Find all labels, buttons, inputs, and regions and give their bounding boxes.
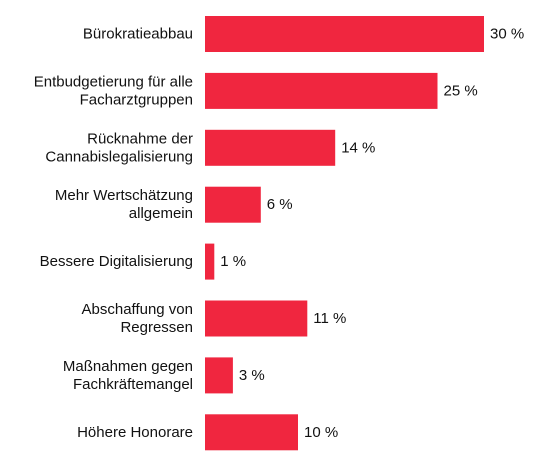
- bar-0: [205, 16, 484, 52]
- category-label-0-line-0: Bürokratieabbau: [83, 26, 193, 43]
- category-label-1-line-0: Entbudgetierung für alle: [34, 73, 193, 90]
- category-label-2-line-0: Rücknahme der: [87, 130, 193, 147]
- category-label-2-line-1: Cannabislegalisierung: [45, 148, 193, 165]
- category-label-5-line-0: Abschaffung von: [82, 301, 193, 318]
- category-label-7-line-0: Höhere Honorare: [77, 424, 193, 441]
- bar-2: [205, 129, 336, 166]
- category-label-6-line-1: Fachkräftemangel: [73, 376, 193, 393]
- category-label-4-line-0: Bessere Digitalisierung: [40, 253, 193, 270]
- category-label-3-line-1: allgemein: [129, 205, 193, 222]
- bar-4: [205, 243, 215, 280]
- value-label-4: 1 %: [220, 253, 246, 270]
- bar-6: [205, 357, 233, 394]
- value-label-2: 14 %: [341, 139, 375, 156]
- bar-5: [205, 300, 308, 337]
- value-label-1: 25 %: [444, 82, 478, 99]
- bar-3: [205, 186, 261, 223]
- category-label-3-line-0: Mehr Wertschätzung: [55, 187, 193, 204]
- bar-1: [205, 72, 438, 109]
- value-label-5: 11 %: [313, 310, 346, 327]
- value-label-7: 10 %: [304, 424, 338, 441]
- value-label-6: 3 %: [239, 367, 265, 384]
- category-label-1-line-1: Facharztgruppen: [80, 91, 193, 108]
- category-label-6-line-0: Maßnahmen gegen: [63, 358, 193, 375]
- category-label-5-line-1: Regressen: [120, 319, 193, 336]
- value-label-3: 6 %: [267, 196, 293, 213]
- value-label-0: 30 %: [490, 26, 524, 43]
- bar-7: [205, 414, 298, 451]
